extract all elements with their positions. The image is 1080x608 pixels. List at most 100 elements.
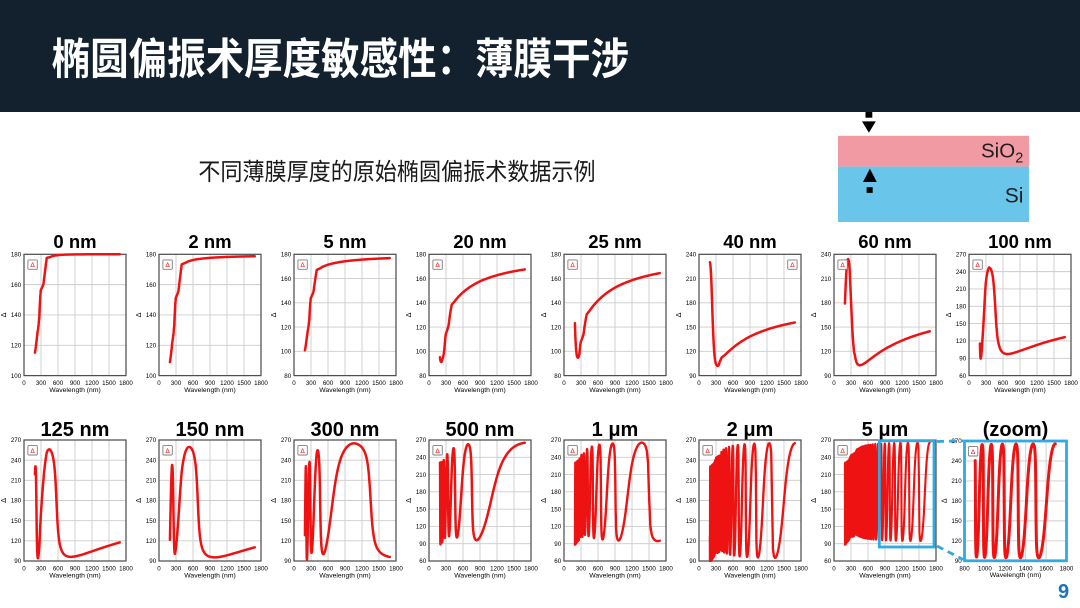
svg-text:300: 300 xyxy=(36,566,47,573)
svg-text:Δ: Δ xyxy=(705,448,710,455)
svg-text:Si: Si xyxy=(1005,185,1024,208)
svg-text:1800: 1800 xyxy=(254,380,268,387)
svg-text:600: 600 xyxy=(863,566,874,573)
svg-text:Wavelength (nm): Wavelength (nm) xyxy=(49,572,101,579)
svg-text:1800: 1800 xyxy=(929,380,943,387)
svg-text:270: 270 xyxy=(686,437,697,444)
svg-text:0: 0 xyxy=(292,566,296,573)
svg-text:1200: 1200 xyxy=(895,380,909,387)
svg-text:1500: 1500 xyxy=(237,380,251,387)
svg-text:1200: 1200 xyxy=(85,380,99,387)
svg-text:120: 120 xyxy=(821,349,832,356)
svg-text:0: 0 xyxy=(157,566,161,573)
svg-text:0: 0 xyxy=(427,380,431,387)
svg-text:1800: 1800 xyxy=(659,566,673,573)
svg-text:180: 180 xyxy=(956,303,967,310)
svg-text:Δ: Δ xyxy=(674,498,683,503)
svg-text:150: 150 xyxy=(11,518,22,525)
svg-text:120: 120 xyxy=(951,538,962,545)
svg-text:0: 0 xyxy=(427,566,431,573)
svg-text:120: 120 xyxy=(686,349,697,356)
svg-text:Δ: Δ xyxy=(300,262,305,269)
svg-text:150: 150 xyxy=(821,324,832,331)
svg-text:600: 600 xyxy=(728,380,739,387)
svg-text:1500: 1500 xyxy=(237,566,251,573)
svg-text:Δ: Δ xyxy=(674,312,683,317)
svg-text:150: 150 xyxy=(146,518,157,525)
svg-text:Δ: Δ xyxy=(809,312,818,317)
svg-text:1200: 1200 xyxy=(220,380,234,387)
svg-text:180: 180 xyxy=(951,498,962,505)
svg-text:100: 100 xyxy=(281,349,292,356)
svg-text:1800: 1800 xyxy=(659,380,673,387)
svg-text:0: 0 xyxy=(22,380,26,387)
svg-text:1500: 1500 xyxy=(102,380,116,387)
svg-text:1800: 1800 xyxy=(929,566,943,573)
svg-text:1200: 1200 xyxy=(220,566,234,573)
svg-text:900: 900 xyxy=(205,380,216,387)
svg-text:Δ: Δ xyxy=(134,312,143,317)
svg-text:300: 300 xyxy=(171,380,182,387)
svg-text:1200: 1200 xyxy=(625,380,639,387)
svg-text:600: 600 xyxy=(53,566,64,573)
svg-text:0: 0 xyxy=(697,380,701,387)
svg-text:1500: 1500 xyxy=(912,566,926,573)
svg-text:240: 240 xyxy=(821,454,832,461)
svg-text:1200: 1200 xyxy=(355,380,369,387)
svg-text:2 μm: 2 μm xyxy=(727,419,774,441)
svg-text:180: 180 xyxy=(821,489,832,496)
svg-text:120: 120 xyxy=(281,324,292,331)
svg-text:100 nm: 100 nm xyxy=(988,231,1052,252)
svg-text:800: 800 xyxy=(959,565,970,572)
svg-text:180: 180 xyxy=(146,252,157,259)
svg-text:900: 900 xyxy=(475,566,486,573)
svg-text:Wavelength (nm): Wavelength (nm) xyxy=(454,387,506,394)
svg-text:300: 300 xyxy=(576,380,587,387)
svg-text:100: 100 xyxy=(146,373,157,380)
svg-text:210: 210 xyxy=(956,286,967,293)
svg-text:500 nm: 500 nm xyxy=(446,419,515,441)
svg-text:120: 120 xyxy=(416,324,427,331)
svg-text:270: 270 xyxy=(281,437,292,444)
svg-text:300: 300 xyxy=(846,566,857,573)
svg-text:2 nm: 2 nm xyxy=(188,231,231,252)
svg-text:Δ: Δ xyxy=(570,262,575,269)
svg-text:300: 300 xyxy=(306,380,317,387)
svg-text:600: 600 xyxy=(53,380,64,387)
svg-text:600: 600 xyxy=(458,566,469,573)
svg-text:160: 160 xyxy=(146,282,157,289)
svg-text:1500: 1500 xyxy=(507,566,521,573)
svg-text:1200: 1200 xyxy=(85,566,99,573)
svg-text:90: 90 xyxy=(824,541,831,548)
svg-text:270: 270 xyxy=(146,437,157,444)
svg-text:Δ: Δ xyxy=(975,262,980,269)
svg-text:600: 600 xyxy=(323,566,334,573)
svg-text:300 nm: 300 nm xyxy=(311,419,380,441)
svg-text:180: 180 xyxy=(11,252,22,259)
svg-text:90: 90 xyxy=(959,355,966,362)
svg-text:160: 160 xyxy=(11,282,22,289)
svg-text:1200: 1200 xyxy=(760,380,774,387)
svg-text:Δ: Δ xyxy=(840,448,845,455)
svg-text:150: 150 xyxy=(416,506,427,513)
svg-text:180: 180 xyxy=(281,252,292,259)
svg-text:0: 0 xyxy=(292,380,296,387)
svg-text:210: 210 xyxy=(686,276,697,283)
svg-text:Wavelength (nm): Wavelength (nm) xyxy=(859,572,911,579)
svg-text:300: 300 xyxy=(441,566,452,573)
svg-text:600: 600 xyxy=(188,380,199,387)
svg-text:1 μm: 1 μm xyxy=(592,419,639,441)
svg-text:80: 80 xyxy=(284,373,291,380)
svg-text:90: 90 xyxy=(149,558,156,565)
svg-text:1400: 1400 xyxy=(1019,565,1033,572)
svg-text:0: 0 xyxy=(157,380,161,387)
svg-text:0 nm: 0 nm xyxy=(53,231,96,252)
svg-text:1500: 1500 xyxy=(372,380,386,387)
svg-text:120: 120 xyxy=(11,342,22,349)
svg-text:600: 600 xyxy=(998,380,1009,387)
svg-text:600: 600 xyxy=(188,566,199,573)
svg-text:Wavelength (nm): Wavelength (nm) xyxy=(319,387,371,394)
svg-text:120: 120 xyxy=(821,524,832,531)
svg-text:140: 140 xyxy=(281,300,292,307)
svg-text:240: 240 xyxy=(956,269,967,276)
